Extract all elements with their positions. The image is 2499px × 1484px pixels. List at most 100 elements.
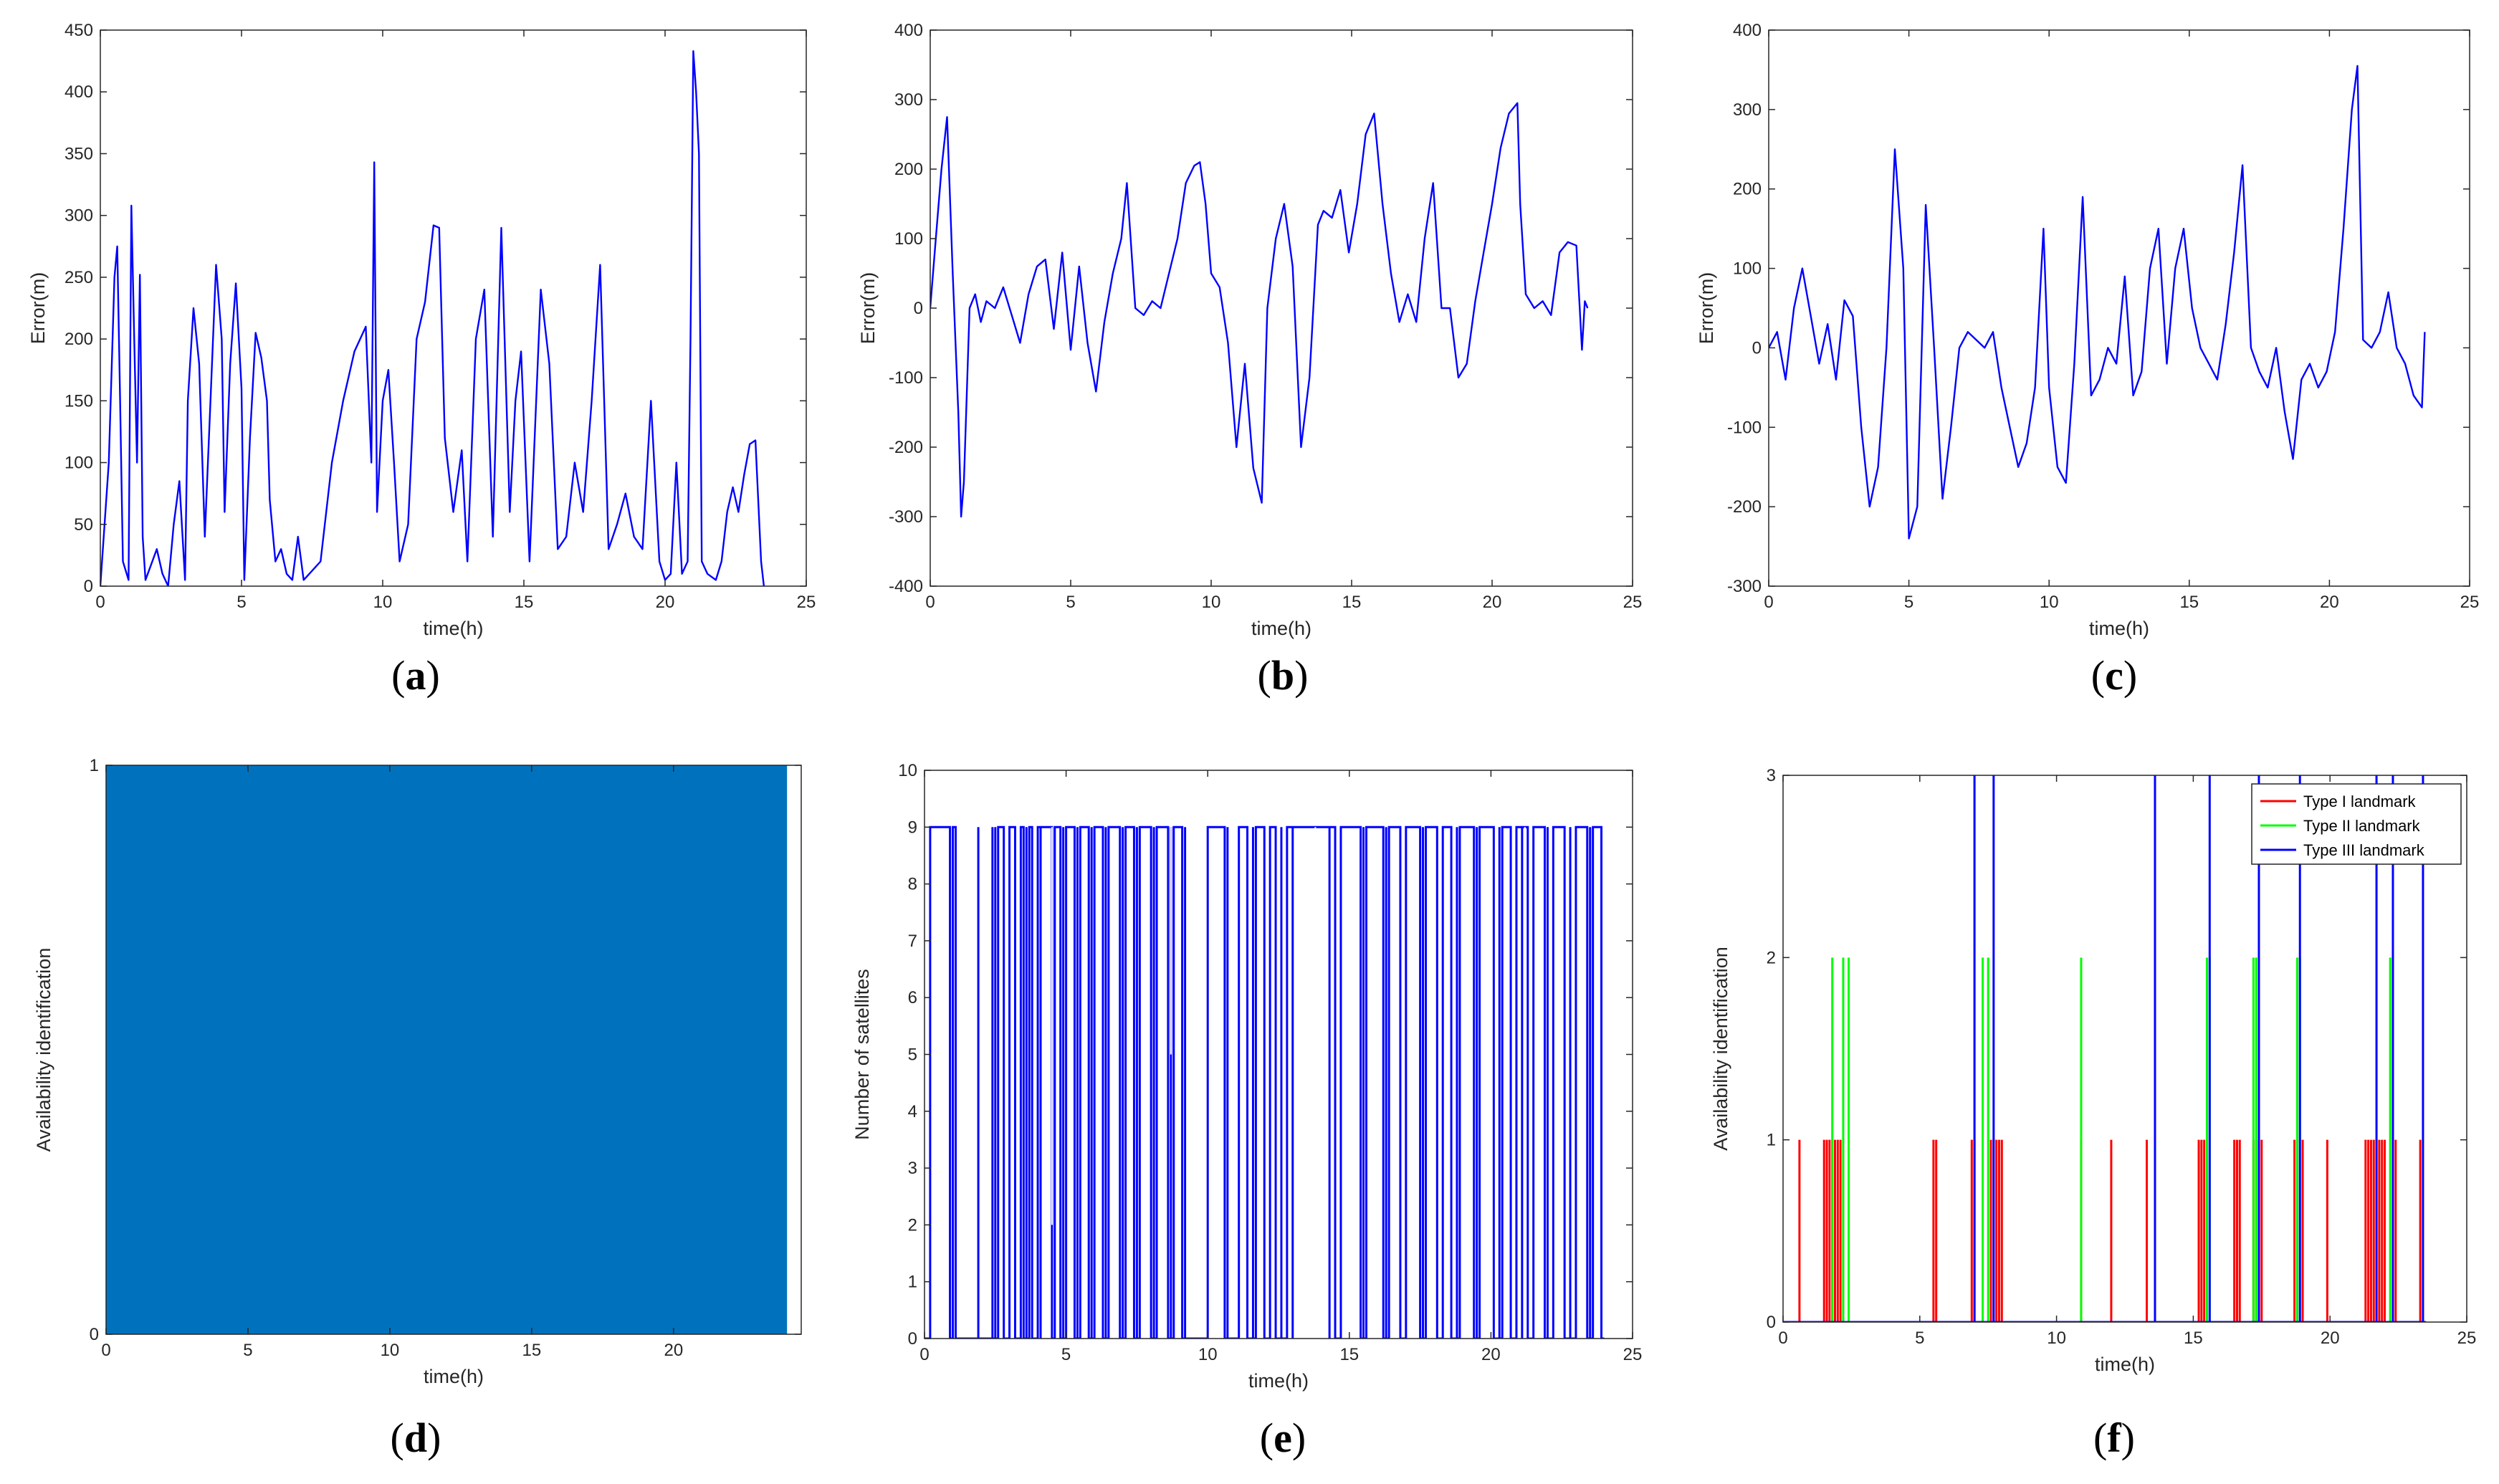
axes-box (930, 29, 1633, 587)
axes-box (105, 765, 802, 1335)
y-tick-label: 7 (908, 932, 917, 951)
x-tick-label: 5 (1915, 1329, 1924, 1348)
x-tick-label: 5 (1904, 593, 1913, 612)
panel-paren-close: ) (2123, 652, 2137, 699)
x-tick-label: 0 (101, 1341, 110, 1360)
x-tick-label: 5 (1061, 1345, 1071, 1364)
x-tick-label: 15 (515, 593, 534, 612)
y-tick-label: 0 (1767, 1313, 1776, 1332)
panel-label: (c) (2091, 652, 2137, 699)
x-tick-label: 25 (2460, 593, 2480, 612)
legend: Type I landmark Type II landmark Type III … (2251, 783, 2462, 865)
y-tick-label: -200 (889, 438, 923, 457)
panel-paren-open: ( (1258, 652, 1271, 699)
chart-panel-d: 0 5 10 15 20 0 1 time(h) Availability identifica… (33, 756, 802, 1461)
x-tick-label: 25 (2457, 1329, 2477, 1348)
plot-area (106, 765, 788, 1334)
plot-area (1783, 775, 2426, 1322)
y-tick-label: 3 (908, 1159, 917, 1178)
x-tick-label: 5 (236, 593, 246, 612)
x-tick-label: 5 (243, 1341, 252, 1360)
x-tick-label: 10 (381, 1341, 400, 1360)
x-tick-label: 10 (1198, 1345, 1218, 1364)
x-tick-label: 20 (1483, 593, 1502, 612)
y-axis-label: Number of satellites (851, 969, 873, 1140)
panel-paren-close: ) (1292, 1414, 1306, 1461)
x-axis-label: time(h) (2095, 1354, 2155, 1375)
x-tick-label: 10 (373, 593, 393, 612)
x-axis-label: time(h) (1251, 618, 1311, 639)
x-tick-label: 15 (2179, 593, 2199, 612)
y-tick-label: 50 (74, 515, 93, 535)
y-tick-label: 10 (898, 761, 917, 780)
y-tick-label: 9 (908, 818, 917, 837)
x-tick-label: 0 (919, 1345, 929, 1364)
y-tick-label: 1 (908, 1273, 917, 1292)
y-tick-label: 3 (1767, 766, 1776, 785)
y-tick-label: 450 (64, 21, 93, 40)
x-tick-label: 10 (2040, 593, 2059, 612)
panel-paren-open: ( (391, 1414, 404, 1461)
y-axis-label: Availability identification (1710, 947, 1731, 1151)
x-tick-label: 20 (656, 593, 675, 612)
panel-paren-close: ) (2121, 1414, 2135, 1461)
panel-paren-open: ( (2093, 1414, 2107, 1461)
panel-letter: b (1271, 652, 1294, 699)
panel-label: (a) (391, 652, 440, 699)
x-tick-label: 20 (1481, 1345, 1501, 1364)
panel-letter: a (406, 652, 426, 699)
y-tick-label: -100 (1727, 418, 1762, 437)
plot-area (1769, 64, 2426, 540)
y-tick-label: 0 (914, 299, 923, 318)
chart-panel-e: 0 5 10 15 20 25 0 1 2 3 4 5 6 7 8 9 10 time(h) Number of s… (851, 761, 1642, 1461)
axes-box (1768, 29, 2470, 587)
y-tick-label: 400 (64, 82, 93, 102)
plot-area (924, 825, 1605, 1339)
panel-paren-open: ( (2091, 652, 2105, 699)
x-axis-label: time(h) (2089, 618, 2149, 639)
panel-letter: e (1274, 1414, 1292, 1461)
series-line-error (930, 102, 1589, 518)
panel-paren-open: ( (391, 652, 405, 699)
y-axis-label: Error(m) (1696, 272, 1717, 344)
y-tick-label: 6 (908, 988, 917, 1007)
y-tick-label: 2 (908, 1215, 917, 1235)
y-tick-label: 0 (1752, 338, 1762, 358)
y-tick-label: 400 (894, 21, 923, 40)
y-tick-label: -200 (1727, 497, 1762, 517)
y-tick-label: 2 (1767, 948, 1776, 967)
x-axis-label: time(h) (423, 618, 483, 639)
axes-box (1782, 775, 2467, 1323)
legend-label: Type II landmark (2303, 817, 2421, 835)
y-tick-label: 200 (64, 330, 93, 349)
x-tick-label: 0 (1778, 1329, 1787, 1348)
panel-letter: c (2105, 652, 2123, 699)
y-tick-label: -400 (889, 577, 923, 596)
area-fill (106, 765, 788, 1334)
chart-panel-f: 0 5 10 15 20 25 0 1 2 3 time(h) Availability identi… (1710, 766, 2476, 1461)
y-tick-label: 0 (84, 577, 93, 596)
y-tick-label: 350 (64, 144, 93, 163)
y-tick-label: 0 (908, 1329, 917, 1349)
x-tick-label: 0 (925, 593, 935, 612)
x-axis-label: time(h) (424, 1366, 484, 1387)
y-tick-label: 300 (64, 206, 93, 226)
x-axis-label: time(h) (1248, 1370, 1309, 1392)
y-tick-label: 100 (894, 229, 923, 249)
y-tick-label: 1 (90, 756, 99, 775)
y-tick-label: -300 (889, 507, 923, 527)
legend-label: Type I landmark (2303, 793, 2417, 810)
y-tick-label: 250 (64, 268, 93, 287)
x-tick-label: 25 (1623, 593, 1643, 612)
y-tick-label: 100 (1733, 259, 1762, 279)
series-line-satellites (924, 825, 1605, 1339)
y-axis-label: Availability identification (33, 948, 54, 1152)
x-tick-label: 25 (797, 593, 816, 612)
y-tick-label: 200 (1733, 180, 1762, 199)
chart-panel-b: 0 5 10 15 20 25 -400 -300 -200 -100 0 100 200 300 400 t… (857, 21, 1642, 699)
y-tick-label: 150 (64, 391, 93, 411)
series-line-error (100, 50, 765, 586)
axes-box (924, 770, 1633, 1339)
panel-label: (f) (2093, 1414, 2135, 1461)
